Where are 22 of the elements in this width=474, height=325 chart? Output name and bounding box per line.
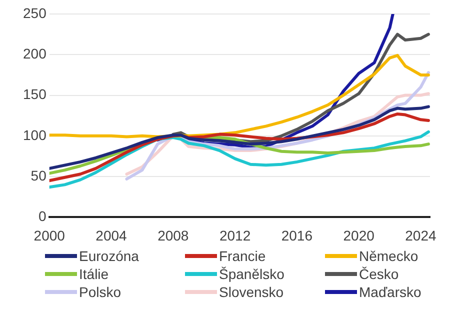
x-tick-label: 2012	[219, 227, 251, 244]
x-tick-label: 2024	[405, 227, 436, 244]
y-tick-label: 0	[38, 208, 47, 224]
legend-label: Maďarsko	[359, 284, 422, 300]
legend-label: Německo	[359, 248, 418, 264]
legend-label: Eurozóna	[79, 248, 139, 264]
y-tick-label: 100	[23, 126, 47, 143]
y-tick-label: 250	[23, 4, 47, 21]
x-tick-label: 2000	[34, 227, 66, 244]
legend-label: Itálie	[79, 266, 109, 282]
legend-label: Česko	[359, 266, 399, 282]
y-tick-label: 150	[23, 86, 47, 102]
y-tick-label: 200	[23, 46, 47, 62]
x-tick-label: 2008	[158, 227, 189, 244]
x-tick-label: 2020	[343, 227, 375, 244]
x-tick-label: 2016	[281, 227, 313, 244]
legend-label: Španělsko	[219, 266, 284, 282]
x-tick-label: 2004	[96, 227, 128, 244]
legend-label: Slovensko	[219, 284, 284, 300]
y-tick-label: 50	[30, 167, 47, 184]
legend-label: Polsko	[79, 284, 122, 300]
legend-label: Francie	[219, 248, 266, 264]
